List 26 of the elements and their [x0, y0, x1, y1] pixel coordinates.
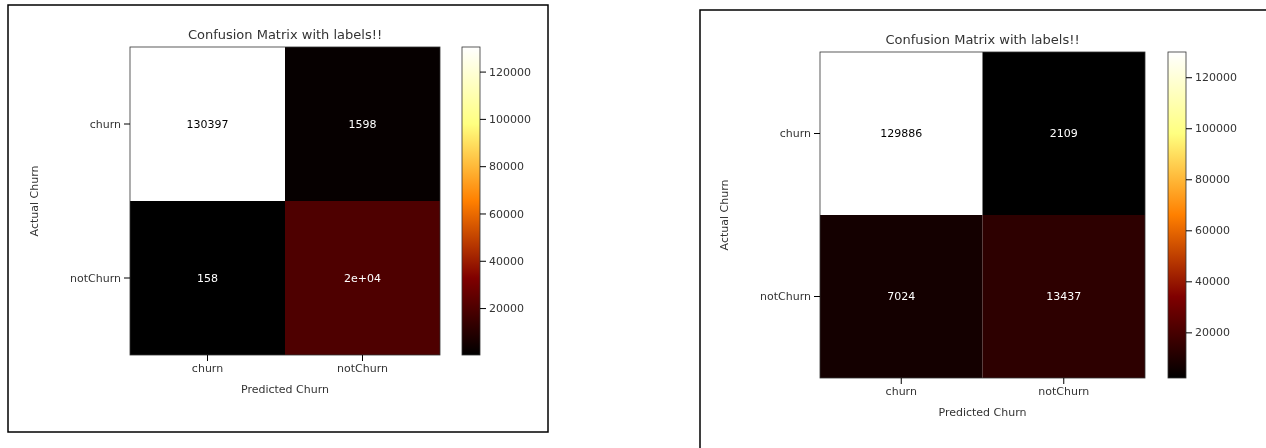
color-bar-label: 120000 — [489, 65, 531, 79]
y-axis-title: Actual Churn — [718, 179, 731, 251]
data-label: 158 — [197, 271, 218, 285]
color-bar-label: 60000 — [489, 207, 524, 221]
data-label: 1598 — [348, 117, 377, 131]
chart-title: Confusion Matrix with labels!! — [187, 27, 383, 42]
chart-title: Confusion Matrix with labels!! — [885, 32, 1080, 47]
y-axis-title: Actual Churn — [28, 165, 41, 237]
x-axis-title: Predicted Churn — [240, 383, 330, 396]
color-bar-label: 20000 — [1195, 326, 1230, 340]
color-bar-label: 100000 — [1195, 122, 1237, 136]
color-bar-label: 80000 — [1195, 173, 1230, 187]
color-bar-label: 120000 — [1195, 71, 1237, 85]
data-label: 2e+04 — [344, 271, 381, 285]
data-label: 2109 — [1049, 127, 1078, 141]
data-label: 7024 — [887, 290, 916, 304]
data-label: 13437 — [1046, 290, 1082, 304]
data-label: 129886 — [880, 127, 923, 141]
color-bar-label: 40000 — [1195, 275, 1230, 289]
x-axis-title: Predicted Churn — [938, 406, 1027, 419]
color-bar-label: 20000 — [489, 302, 524, 316]
color-bar-label: 60000 — [1195, 224, 1230, 238]
color-bar-label: 80000 — [489, 160, 524, 174]
color-bar-label: 40000 — [489, 254, 524, 268]
color-bar-label: 100000 — [489, 112, 531, 126]
data-label: 130397 — [186, 117, 229, 131]
